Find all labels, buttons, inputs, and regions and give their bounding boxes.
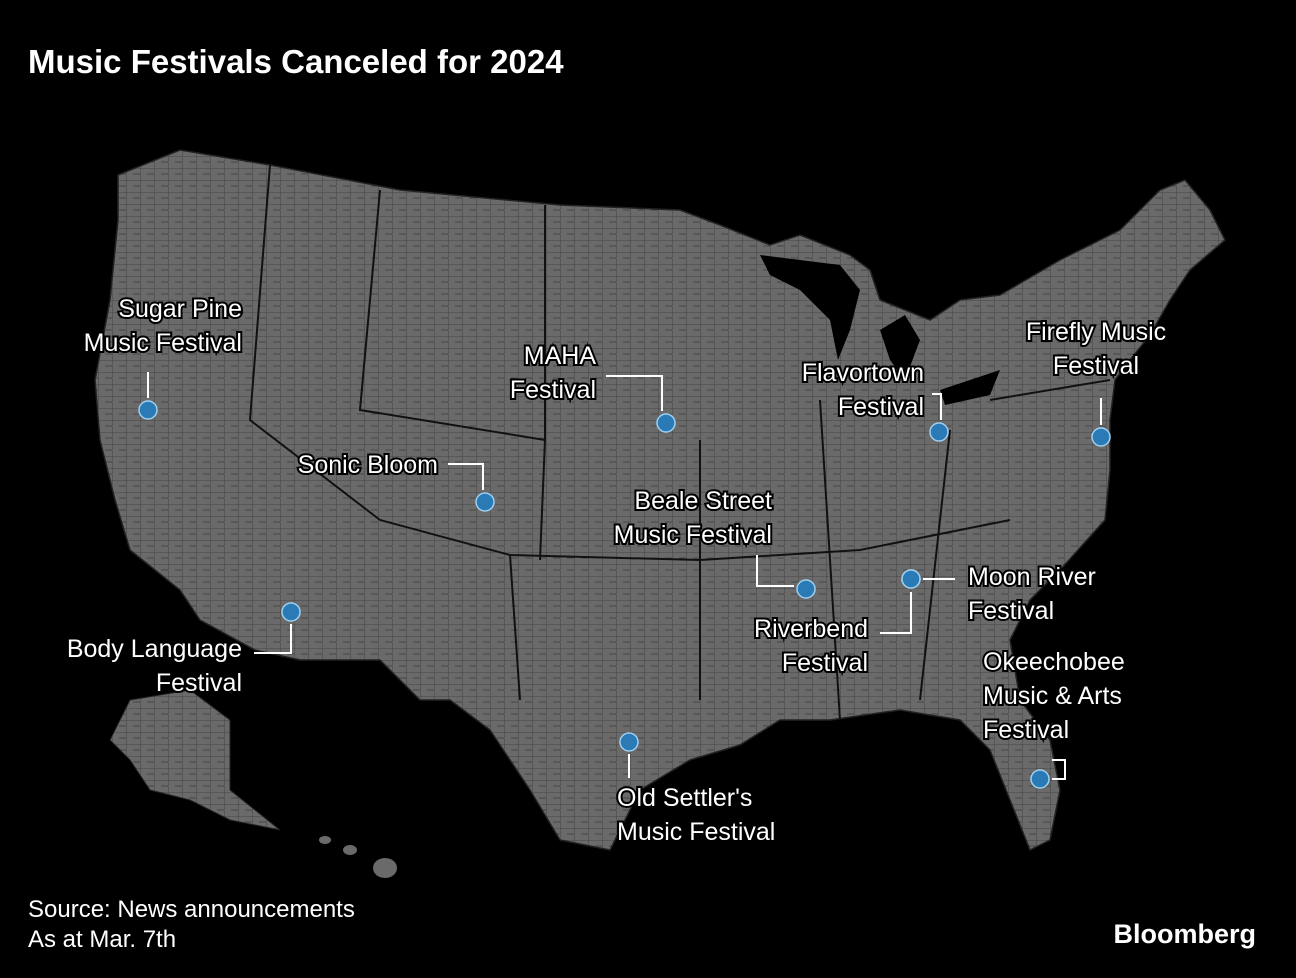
label-line: Okeechobee [983,648,1125,676]
festival-marker [138,400,158,420]
festival-label: Beale Street Music Festival [614,487,772,549]
brand: Bloomberg [1113,919,1256,949]
label-line: Body Language [67,635,242,663]
festival-marker [656,413,676,433]
festival-label: Okeechobee Music & Arts Festival [983,648,1125,744]
alaska [109,689,281,831]
festival-marker [281,602,301,622]
label-line: Beale Street [634,487,772,515]
label-line: Festival [510,376,596,404]
label-line: Festival [1053,352,1139,380]
festival-label: Flavortown Festival [802,359,924,421]
leader-line [606,375,663,411]
label-line: Festival [968,597,1054,625]
festival-marker [796,579,816,599]
festival-label: Sugar Pine Music Festival [84,295,242,357]
label-line: Firefly Music [1026,318,1166,346]
festival-marker [619,732,639,752]
label-line: Music & Arts [983,682,1122,710]
label-line: Music Festival [617,818,775,846]
festival-label: Moon River Festival [968,563,1096,625]
leader-line [880,592,912,634]
hawaii [319,836,397,878]
festival-label: MAHA Festival [510,342,596,404]
state-borders [248,164,1111,721]
label-line: Flavortown [802,359,924,387]
festival-marker [901,569,921,589]
festival-label: Old Settler's Music Festival [617,784,775,846]
label-line: Festival [838,393,924,421]
label-line: Moon River [968,563,1096,591]
festival-label: Firefly Music Festival [1026,318,1166,380]
great-lakes [760,255,1000,405]
festival-marker [475,492,495,512]
label-line: MAHA [524,342,597,370]
festival-marker [1091,427,1111,447]
leader-line [448,463,484,490]
leader-line [254,624,292,654]
leader-line [756,555,794,587]
date-note: As at Mar. 7th [28,926,176,953]
label-line: Festival [156,669,242,697]
festival-label: Sonic Bloom [298,451,438,479]
label-line: Riverbend [754,615,868,643]
festival-label: Body Language Festival [67,635,242,697]
label-line: Festival [782,649,868,677]
festival-layer: Sugar Pine Music Festival MAHA Festival Soni… [65,293,1168,848]
source-note: Source: News announcements [28,896,355,923]
label-line: Festival [983,716,1069,744]
leader-line [932,393,942,420]
label-line: Sonic Bloom [298,451,438,479]
us-map [94,149,1226,852]
title: Music Festivals Canceled for 2024 [28,43,564,80]
label-line: Music Festival [84,329,242,357]
festival-marker [929,422,949,442]
label-line: Music Festival [614,521,772,549]
label-line: Sugar Pine [118,295,242,323]
label-line: Old Settler's [617,784,752,812]
leader-line [1052,759,1066,780]
festival-label: Riverbend Festival [754,615,868,677]
festival-marker [1030,769,1050,789]
